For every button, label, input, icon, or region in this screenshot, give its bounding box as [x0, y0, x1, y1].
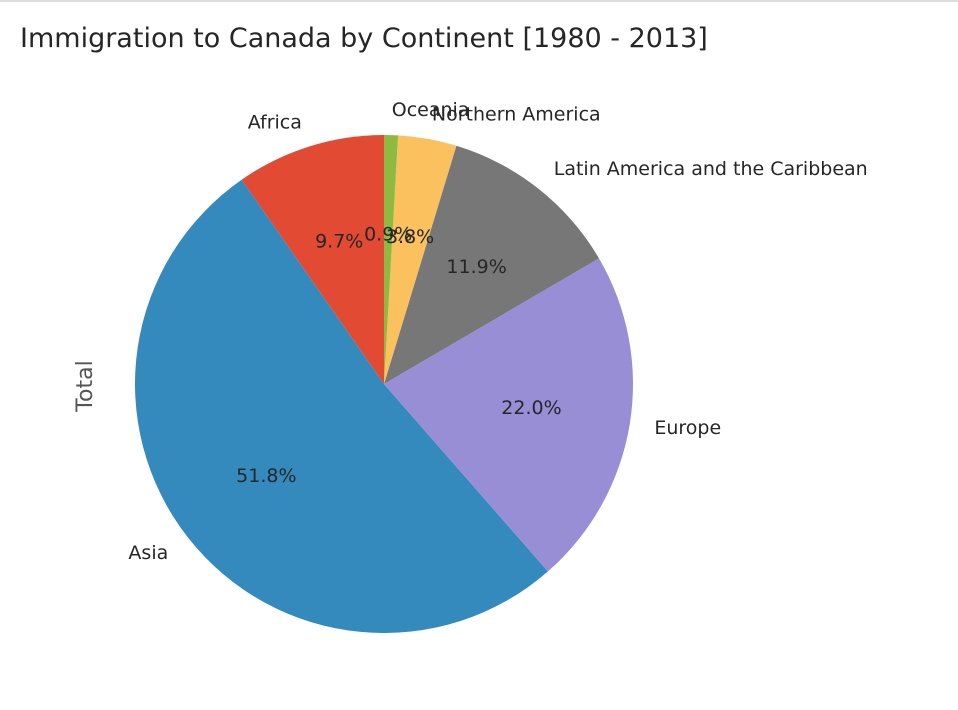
percent-label-oceania: 0.9%	[364, 224, 412, 246]
percent-label-africa: 9.7%	[315, 230, 363, 252]
slice-label-asia: Asia	[128, 542, 168, 564]
slice-label-latin-america-and-the-caribbean: Latin America and the Caribbean	[554, 158, 868, 180]
pie-slice-latin-america-and-the-caribbean	[384, 145, 599, 384]
percent-label-northern-america: 3.8%	[386, 226, 434, 248]
top-divider	[0, 0, 958, 2]
slice-label-oceania: Oceania	[392, 99, 470, 121]
pie-slice-northern-america	[384, 135, 457, 384]
pie-slice-oceania	[384, 135, 399, 384]
pie-slice-africa	[241, 135, 384, 384]
slice-label-europe: Europe	[654, 417, 721, 439]
percent-label-asia: 51.8%	[236, 465, 296, 487]
slice-label-africa: Africa	[248, 112, 302, 134]
y-axis-label: Total	[73, 360, 98, 412]
percent-labels: 9.7% 51.8% 22.0% 11.9% 3.8%0.9%	[236, 224, 561, 487]
percent-label-latin-america-and-the-caribbean: 11.9%	[446, 256, 506, 278]
pie-slices	[135, 135, 633, 633]
slice-label-northern-america: Northern America	[432, 103, 601, 125]
percent-label-europe: 22.0%	[501, 397, 561, 419]
slice-labels: Africa Asia Europe Latin America and the Ca…	[128, 99, 867, 564]
pie-slice-asia	[135, 179, 548, 633]
pie-slice-europe	[384, 258, 633, 572]
chart-title: Immigration to Canada by Continent [1980…	[20, 23, 708, 54]
